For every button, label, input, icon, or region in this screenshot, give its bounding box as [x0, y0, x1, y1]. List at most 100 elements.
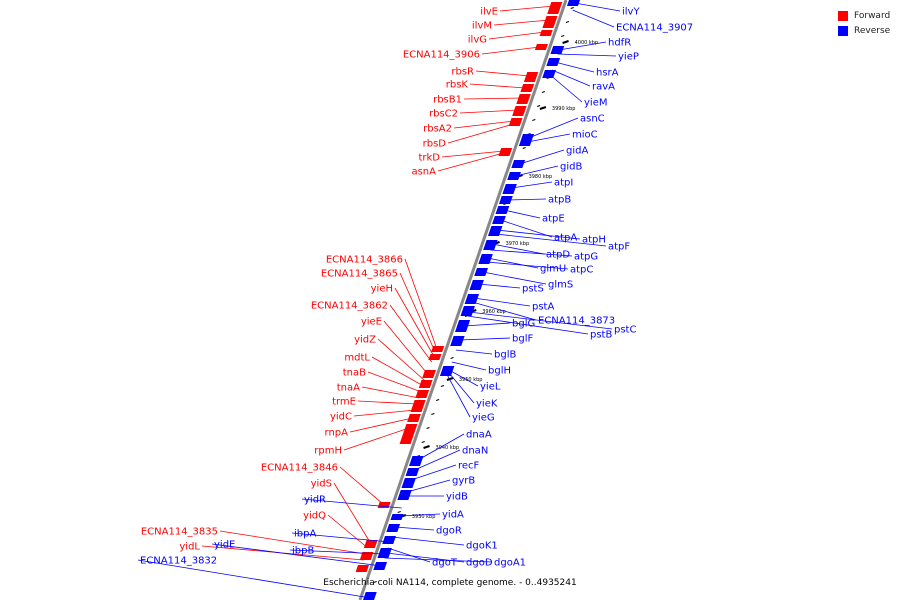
minor-tick [450, 357, 454, 359]
minor-tick [421, 441, 425, 443]
gene-block [464, 294, 480, 304]
gene-block [355, 565, 370, 572]
gene-block [516, 94, 531, 104]
gene-label: yidB [446, 492, 468, 503]
leader-line [367, 371, 422, 393]
gene-block [495, 206, 510, 214]
leader-line [383, 320, 428, 375]
leader-line [574, 2, 621, 12]
leader-line [475, 70, 530, 77]
gene-block [401, 478, 416, 488]
gene-block [377, 548, 392, 558]
gene-label: dgoR [436, 526, 462, 537]
leader-line [447, 123, 514, 144]
tick-label: 3980 kbp [529, 174, 553, 180]
gene-label: yieL [480, 382, 501, 393]
leader-line [377, 338, 426, 382]
leader-line [463, 97, 523, 100]
leader-line [451, 361, 487, 371]
gene-label: trmE [332, 397, 356, 408]
gene-label: rnpA [325, 428, 349, 439]
gene-label: yidR [304, 495, 326, 506]
leader-line [211, 543, 382, 567]
minor-tick [541, 91, 546, 93]
leader-line [557, 53, 617, 57]
gene-label: ECNA114_3906 [403, 50, 480, 61]
gene-block [520, 84, 535, 92]
gene-block [483, 240, 498, 250]
legend-item-reverse: Reverse [838, 23, 898, 38]
gene-label: ECNA114_3866 [326, 255, 403, 266]
gene-block [498, 196, 513, 204]
gene-label: yieG [472, 413, 495, 424]
minor-tick [373, 581, 377, 583]
gene-block [546, 58, 561, 66]
gene-label: ilvY [622, 7, 640, 18]
gene-label: bglB [494, 350, 516, 361]
gene-block [542, 70, 556, 78]
gene-label: hdfR [608, 38, 631, 49]
leader-line [291, 532, 390, 543]
gene-block [422, 370, 436, 378]
gene-block [397, 490, 412, 500]
legend-item-forward: Forward [838, 8, 898, 23]
minor-tick [436, 399, 440, 401]
minor-tick [522, 147, 526, 149]
gene-label: tnaA [337, 383, 360, 394]
gene-label: atpC [570, 265, 593, 276]
gene-label: atpH [582, 235, 606, 246]
gene-label: rbsR [451, 67, 474, 78]
leader-line [528, 117, 579, 139]
major-tick [562, 40, 569, 44]
gene-label: rbsK [446, 80, 469, 91]
leader-line [493, 19, 550, 26]
leader-line [437, 152, 504, 172]
gene-label: tnaB [343, 368, 366, 379]
tick-label: 3930 kbp [412, 514, 436, 520]
leader-line [459, 337, 511, 341]
leader-line [384, 557, 493, 563]
leader-line [572, 9, 615, 28]
leader-line [289, 549, 386, 555]
tick-label: 3950 kbp [459, 377, 483, 383]
leader-line [500, 219, 553, 238]
gene-label: dgoA1 [494, 558, 526, 569]
gene-block [507, 172, 521, 180]
leader-line [492, 243, 545, 255]
gene-label: yidC [330, 412, 352, 423]
leader-line [495, 233, 607, 247]
gene-block [450, 336, 465, 346]
minor-tick [560, 35, 565, 37]
minor-tick [570, 7, 574, 9]
gene-label: yidZ [354, 335, 376, 346]
leader-line [558, 41, 607, 51]
gene-label: trkD [418, 153, 440, 164]
gene-label: dnaA [466, 430, 492, 441]
gene-block [405, 468, 420, 476]
minor-tick [426, 427, 430, 429]
gene-label: atpD [546, 250, 570, 261]
gene-block [474, 268, 488, 276]
gene-block [439, 366, 455, 376]
gene-block [487, 226, 503, 236]
leader-line [219, 530, 366, 555]
gene-label: yidL [179, 542, 200, 553]
gene-features [355, 0, 580, 600]
gene-label: yieP [618, 52, 639, 63]
major-tick [423, 445, 430, 449]
leader-line [453, 120, 515, 129]
gene-label: gidA [566, 146, 588, 157]
gene-block [523, 72, 539, 82]
leader-line [554, 61, 595, 73]
tick-label: 3940 kbp [436, 445, 460, 451]
gene-label: ilvG [468, 35, 487, 46]
leader-line [343, 427, 410, 451]
forward-swatch [838, 10, 848, 21]
leader-line [549, 74, 583, 103]
gene-label: glmS [548, 280, 573, 291]
gene-block [428, 354, 442, 360]
gene-label: yidQ [303, 511, 326, 522]
leader-line [551, 69, 591, 87]
leader-line [481, 46, 540, 55]
gene-label: yidA [442, 510, 464, 521]
